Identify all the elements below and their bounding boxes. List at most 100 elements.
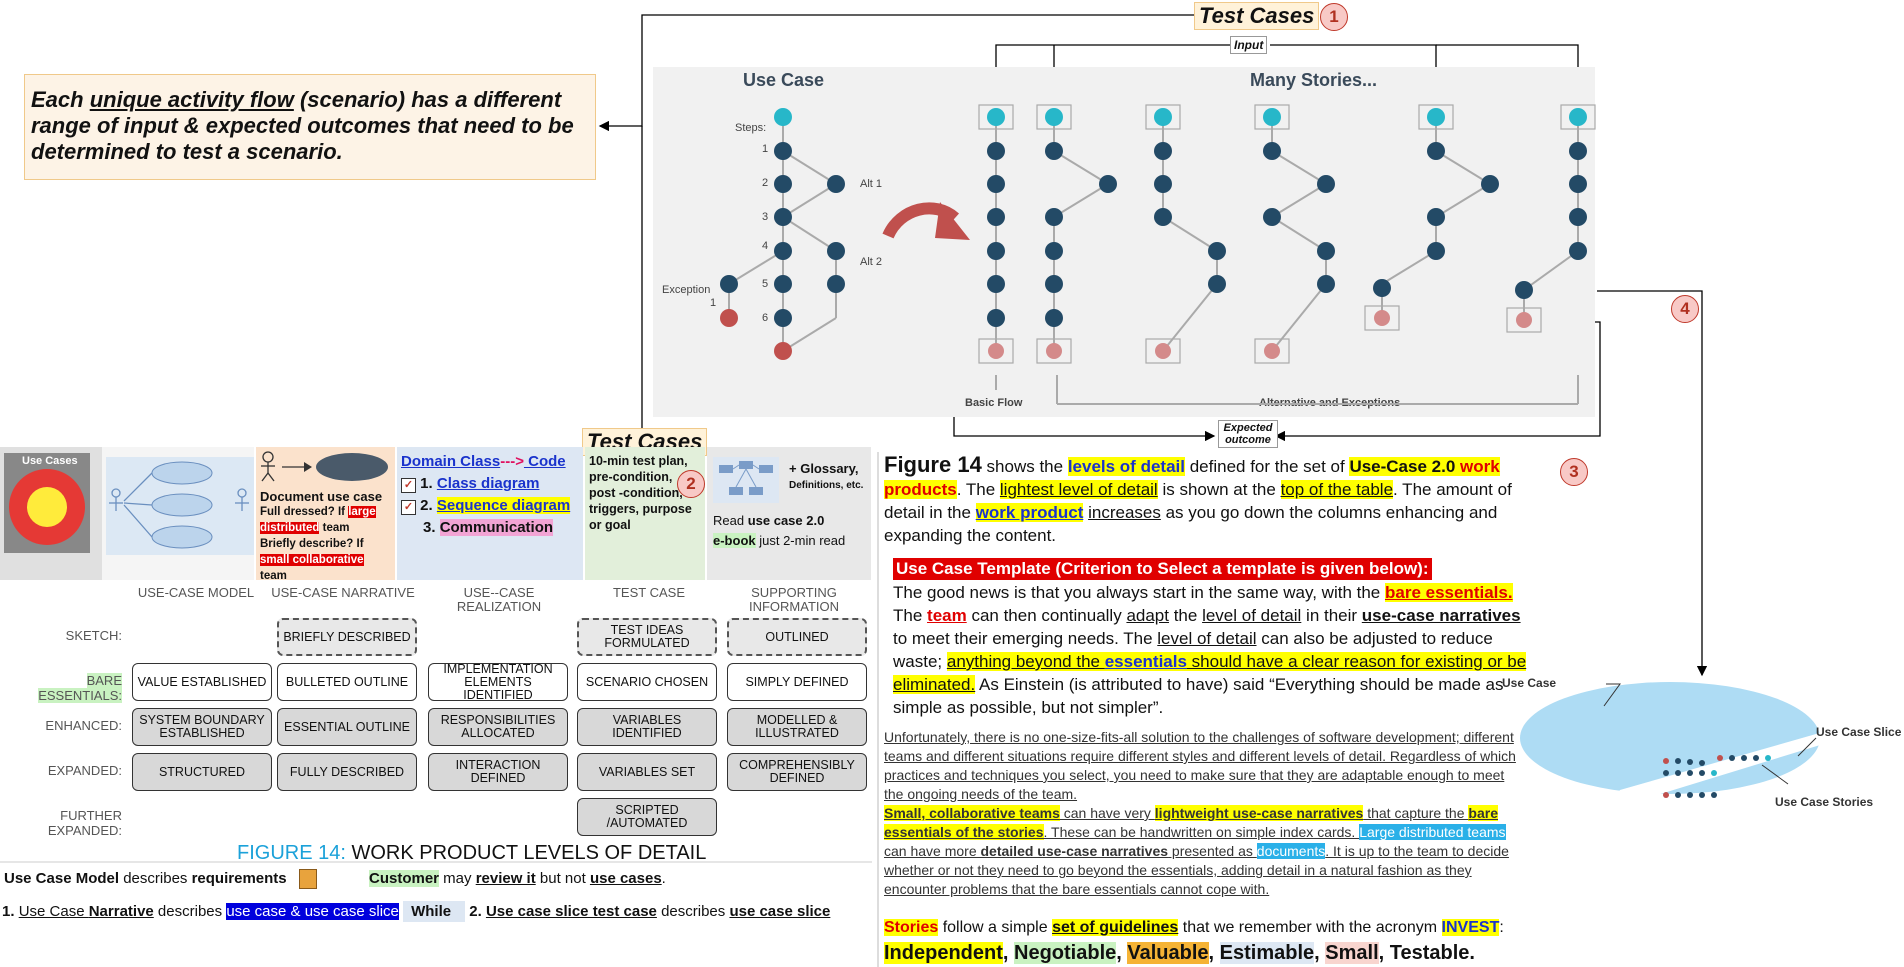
text: . These can be handwritten on simple ind… bbox=[1043, 824, 1360, 840]
bottom-line-1: Use Case Model describes requirements Cu… bbox=[4, 868, 666, 890]
item-num: 2. bbox=[420, 497, 437, 514]
text: use-case narratives bbox=[1361, 606, 1521, 625]
narrative-header: Document use case Full dressed? If large… bbox=[256, 447, 395, 582]
text: describes bbox=[153, 903, 227, 920]
narrative-desc: Full dressed? If large distributed team … bbox=[260, 504, 391, 584]
alt-2-label: Alt 2 bbox=[860, 256, 883, 268]
cell-modelled: MODELLED & ILLUSTRATED bbox=[727, 708, 867, 746]
row-enhanced: ENHANCED: bbox=[45, 718, 122, 733]
slice-label: Use Case Slice bbox=[1816, 725, 1902, 739]
cell-essential-outline: ESSENTIAL OUTLINE bbox=[277, 708, 417, 746]
figure-caption: FIGURE 14: WORK PRODUCT LEVELS OF DETAIL bbox=[237, 842, 706, 865]
narr-text: Full dressed? If bbox=[260, 506, 349, 518]
text: The bbox=[893, 606, 928, 625]
cell-system-boundary: SYSTEM BOUNDARY ESTABLISHED bbox=[132, 708, 272, 746]
narr-text: team bbox=[319, 522, 350, 534]
narrative-title: Document use case bbox=[260, 489, 383, 504]
exception-num: 1 bbox=[710, 297, 717, 309]
cell-scripted: SCRIPTED /AUTOMATED bbox=[577, 798, 717, 836]
scenario-note: Each unique activity flow (scenario) has… bbox=[24, 74, 596, 180]
read-text: Read bbox=[713, 513, 748, 528]
text: shows the bbox=[981, 457, 1068, 476]
invest-word: Testable. bbox=[1389, 942, 1475, 964]
figure-14-description: Figure 14 shows the levels of detail def… bbox=[884, 453, 1539, 547]
cell-bulleted-outline: BULLETED OUTLINE bbox=[277, 663, 417, 701]
glossary-label: + Glossary, bbox=[789, 461, 859, 476]
domain-class-link[interactable]: Domain Class bbox=[401, 453, 501, 470]
col-head-realization: USE--CASE REALIZATION bbox=[456, 585, 542, 614]
cell-interaction-defined: INTERACTION DEFINED bbox=[428, 753, 568, 791]
class-diagram-link[interactable]: Class diagram bbox=[436, 475, 540, 492]
text: can have very bbox=[1059, 805, 1155, 821]
cell-value-established: VALUE ESTABLISHED bbox=[132, 663, 272, 701]
text: Stories bbox=[884, 919, 939, 936]
stories-label: Use Case Stories bbox=[1775, 795, 1874, 809]
step-1: 1 bbox=[762, 143, 769, 155]
cell-structured: STRUCTURED bbox=[132, 753, 272, 791]
template-heading: Use Case Template (Criterion to Select a… bbox=[893, 558, 1432, 580]
narr-highlight: small collaborative bbox=[260, 554, 364, 566]
text: team bbox=[927, 606, 967, 625]
text: essentials bbox=[1104, 652, 1187, 671]
actor-to-usecase-icon bbox=[261, 451, 388, 482]
text: anything beyond the bbox=[946, 652, 1105, 671]
number-badge-2: 2 bbox=[677, 470, 705, 498]
text: but not bbox=[535, 870, 590, 887]
text: Large distributed teams bbox=[1359, 824, 1506, 840]
quote-text-1: Each bbox=[31, 87, 90, 112]
text: may bbox=[439, 870, 476, 887]
number-badge-3: 3 bbox=[1560, 458, 1588, 486]
text: : bbox=[1499, 919, 1504, 936]
use-cases-thumb-label: Use Cases bbox=[22, 455, 78, 467]
expected-outcome-label: Expected outcome bbox=[1218, 420, 1278, 448]
cell-responsibilities: RESPONSIBILITIES ALLOCATED bbox=[428, 708, 568, 746]
alt-1-label: Alt 1 bbox=[860, 178, 883, 190]
col-head-narrative: USE-CASE NARRATIVE bbox=[271, 585, 415, 600]
ebook-label: e-book bbox=[713, 533, 756, 548]
sequence-diagram-link[interactable]: Sequence diagram bbox=[436, 497, 571, 514]
definitions-label: Definitions, etc. bbox=[789, 480, 864, 491]
text: . The bbox=[956, 480, 1000, 499]
text: detailed use-case narratives bbox=[980, 843, 1169, 859]
narr-text: team bbox=[260, 570, 287, 582]
cell-fully-described: FULLY DESCRIBED bbox=[277, 753, 417, 791]
item-num: 3. bbox=[423, 519, 440, 536]
slice-use-case-label: Use Case bbox=[1502, 676, 1557, 690]
text: requirements bbox=[191, 870, 287, 887]
invest-word: Estimable bbox=[1219, 942, 1315, 964]
text: presented as bbox=[1168, 843, 1257, 859]
quote-text-3: (scenario) has a different range of inpu… bbox=[31, 87, 574, 164]
row-expanded: EXPANDED: bbox=[47, 763, 122, 778]
arrow-text: ---> bbox=[500, 453, 524, 470]
unfortunately-paragraph: Unfortunately, there is no one-size-fits… bbox=[884, 728, 1524, 899]
basic-flow-label: Basic Flow bbox=[965, 397, 1023, 409]
text: can also be adjusted to reduce waste; bbox=[893, 629, 1493, 671]
text: bare essentials. bbox=[1384, 583, 1513, 602]
invest-acronym: Independent, Negotiable, Valuable, Estim… bbox=[884, 942, 1475, 964]
steps-label: Steps: bbox=[735, 122, 767, 134]
text: use case slice bbox=[729, 903, 831, 920]
row-sketch: SKETCH: bbox=[65, 628, 122, 643]
cell-variables-set: VARIABLES SET bbox=[577, 753, 717, 791]
step-5: 5 bbox=[762, 278, 769, 290]
code-link[interactable]: Code bbox=[523, 453, 566, 470]
text: can have more bbox=[884, 843, 981, 859]
text: top of the table bbox=[1280, 480, 1394, 499]
text: is shown at the bbox=[1157, 480, 1281, 499]
communication-label: Communication bbox=[439, 519, 554, 536]
text: Use-Case 2.0 bbox=[1349, 457, 1456, 476]
text: defined for the set of bbox=[1184, 457, 1350, 476]
checkbox-icon[interactable]: ✓ bbox=[401, 478, 416, 493]
checkbox-icon[interactable]: ✓ bbox=[401, 500, 416, 515]
text: describes bbox=[656, 903, 730, 920]
cell-simply-defined: SIMPLY DEFINED bbox=[727, 663, 867, 701]
quote-text-2: unique activity flow bbox=[89, 87, 294, 112]
while-label: While bbox=[403, 901, 466, 922]
cell-scenario-chosen: SCENARIO CHOSEN bbox=[577, 663, 717, 701]
text: that capture the bbox=[1363, 805, 1469, 821]
use-case-heading: Use Case bbox=[743, 70, 825, 90]
customer-label: Customer bbox=[368, 870, 439, 887]
text: . The amount of detail in the bbox=[884, 480, 1512, 522]
text: adapt bbox=[1126, 606, 1169, 625]
